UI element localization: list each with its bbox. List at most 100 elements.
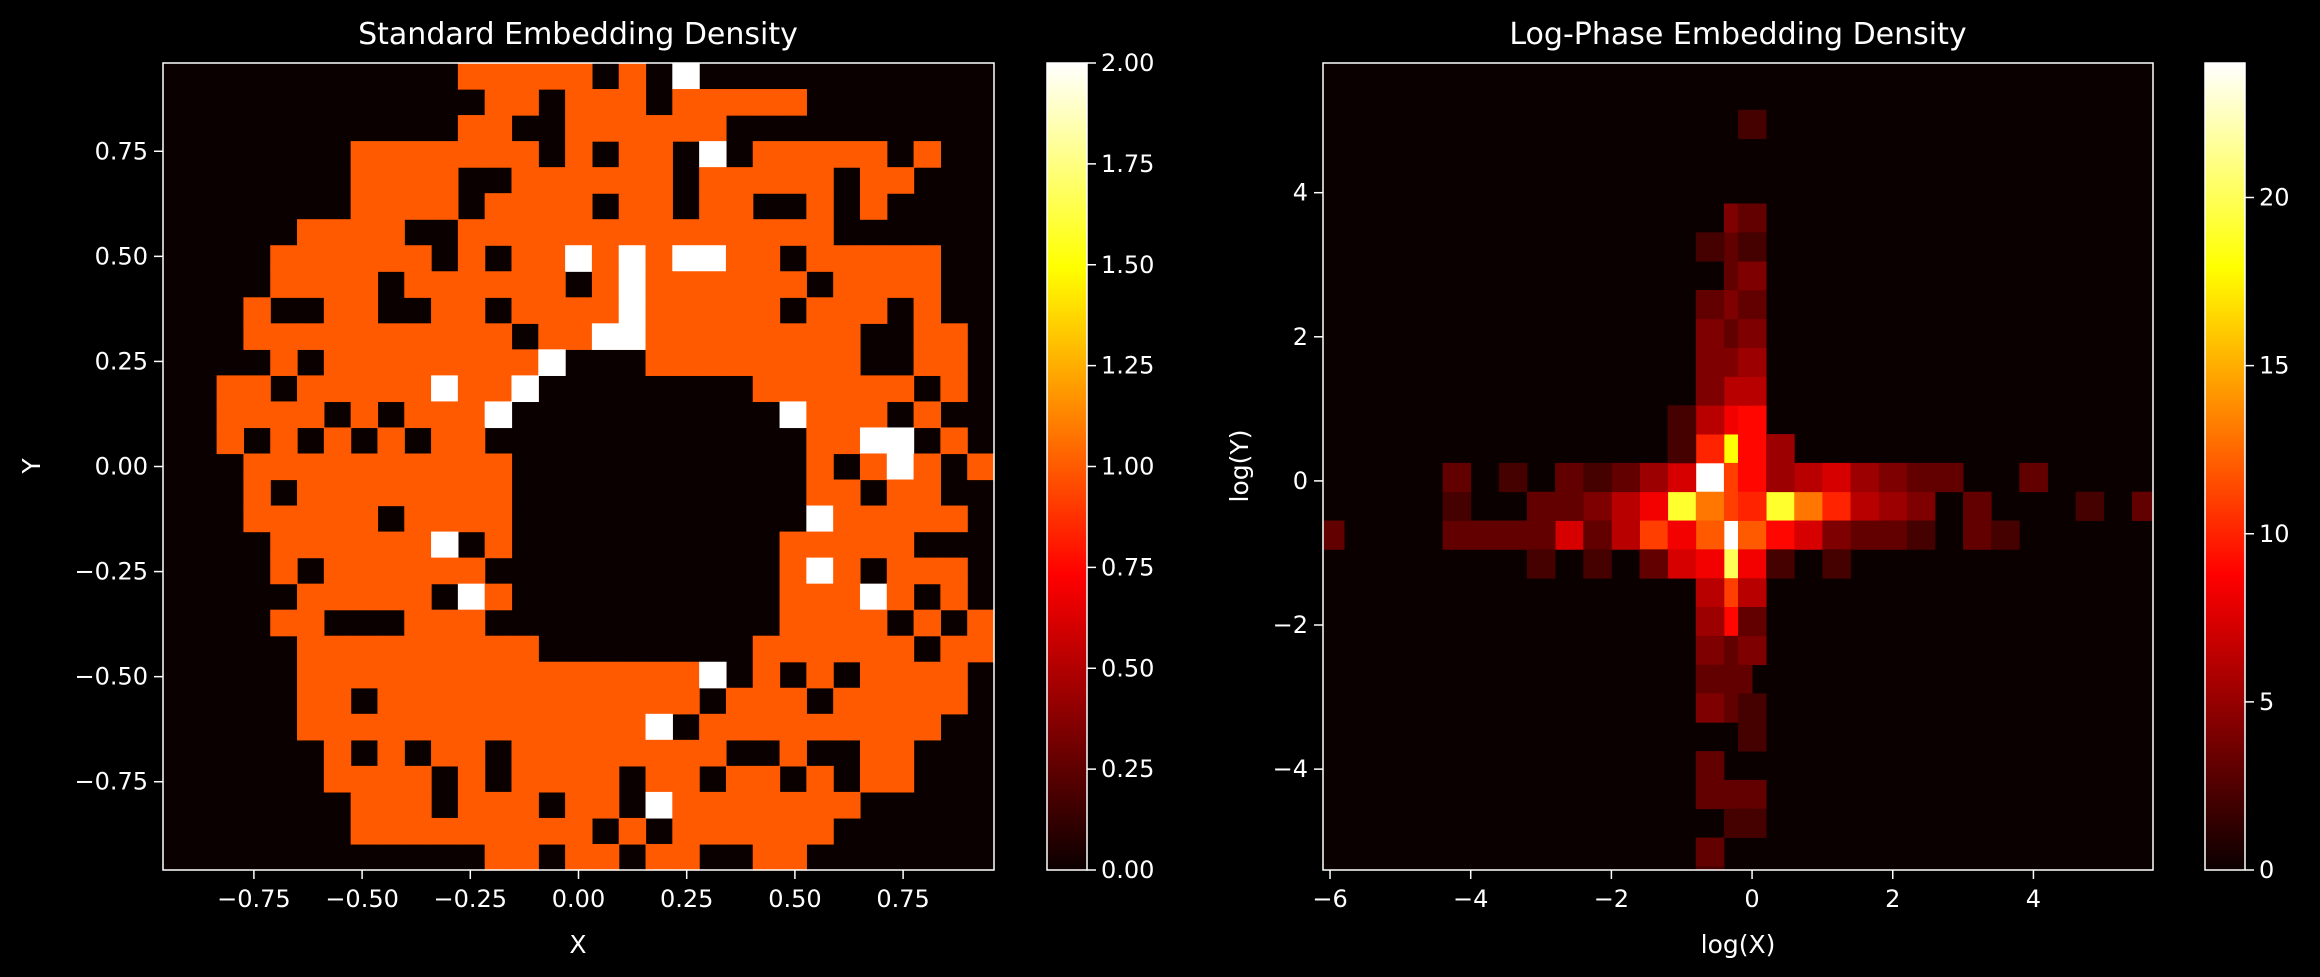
heatmap-cell xyxy=(538,817,566,845)
heatmap-cell xyxy=(1695,318,1725,349)
heatmap-cell xyxy=(404,271,432,298)
heatmap-cell xyxy=(672,297,700,324)
heatmap-cell xyxy=(297,219,325,246)
heatmap-cell xyxy=(725,193,754,220)
heatmap-cell xyxy=(1611,520,1640,550)
heatmap-cell xyxy=(484,843,513,871)
heatmap-cell xyxy=(2019,462,2048,493)
heatmap-cell xyxy=(806,401,834,429)
heatmap-cell xyxy=(484,141,513,168)
heatmap-cell xyxy=(431,141,459,168)
colorbar-tick-label: 20 xyxy=(2259,184,2290,212)
heatmap-cell xyxy=(431,505,459,533)
heatmap-cell xyxy=(752,219,781,246)
heatmap-cell xyxy=(323,219,352,246)
heatmap-cell xyxy=(913,349,941,376)
heatmap-cell xyxy=(752,323,781,350)
heatmap-cell xyxy=(565,167,593,194)
heatmap-cell xyxy=(752,713,781,741)
heatmap-cell xyxy=(833,687,861,715)
heatmap-cell xyxy=(645,739,673,767)
heatmap-cell xyxy=(297,713,325,741)
heatmap-cell xyxy=(1794,520,1823,550)
x-tick-label: 0.50 xyxy=(768,885,821,913)
heatmap-cell xyxy=(779,375,807,403)
heatmap-cell xyxy=(350,479,379,507)
colorbar-tick-label: 0.75 xyxy=(1101,553,1154,581)
heatmap-cell xyxy=(377,817,405,845)
heatmap-cell xyxy=(1442,520,1472,550)
heatmap-cell xyxy=(270,453,298,481)
heatmap-cell xyxy=(1906,491,1936,521)
heatmap-cell xyxy=(859,271,888,298)
heatmap-cell xyxy=(1667,520,1697,550)
heatmap-cell xyxy=(806,583,834,611)
heatmap-cell xyxy=(1583,491,1612,521)
heatmap-cell xyxy=(779,141,807,168)
heatmap-cell xyxy=(1555,462,1584,493)
heatmap-cell xyxy=(1695,347,1725,377)
heatmap-cell xyxy=(618,817,647,845)
heatmap-cell xyxy=(243,505,271,533)
heatmap-cell xyxy=(806,375,834,403)
heatmap-cell xyxy=(618,115,647,142)
heatmap-cell xyxy=(484,323,513,350)
heatmap-cell xyxy=(591,245,620,272)
heatmap-cell xyxy=(725,791,754,819)
heatmap-cell xyxy=(1323,520,1345,550)
heatmap-cell xyxy=(779,791,807,819)
heatmap-cell xyxy=(243,323,271,350)
heatmap-cell xyxy=(645,661,673,689)
colorbar-tick-label: 0.00 xyxy=(1101,856,1154,884)
heatmap-cell xyxy=(1526,520,1556,550)
heatmap-cell xyxy=(672,349,700,376)
heatmap-cell xyxy=(645,245,673,272)
heatmap-cell xyxy=(1822,462,1851,493)
heatmap-cell xyxy=(1766,520,1795,550)
heatmap-cell xyxy=(699,661,727,689)
heatmap-cell xyxy=(538,323,566,350)
heatmap-cell xyxy=(859,609,888,637)
heatmap-cell xyxy=(484,89,513,116)
heatmap-cell xyxy=(377,219,405,246)
heatmap-cell xyxy=(779,739,807,767)
heatmap-cell xyxy=(645,167,673,194)
heatmap-cell xyxy=(404,141,432,168)
heatmap-cell xyxy=(618,661,647,689)
heatmap-cell xyxy=(779,323,807,350)
heatmap-cell xyxy=(940,375,968,403)
heatmap-cell xyxy=(591,765,620,793)
heatmap-cell xyxy=(565,739,593,767)
heatmap-cell xyxy=(538,713,566,741)
heatmap-cell xyxy=(270,531,298,559)
colorbar-ticks: 0.00 0.25 0.50 0.75 1.00 1.25 1.50 1.75 2.00 xyxy=(1087,49,1154,884)
y-tick-label: 0.25 xyxy=(95,347,148,375)
heatmap-cell xyxy=(457,401,486,429)
heatmap-cells xyxy=(163,63,995,871)
heatmap-cell xyxy=(672,791,700,819)
heatmap-cell xyxy=(297,531,325,559)
heatmap-cell xyxy=(886,427,915,455)
heatmap-cell xyxy=(833,245,861,272)
heatmap-cell xyxy=(699,297,727,324)
heatmap-cell xyxy=(457,323,486,350)
heatmap-cell xyxy=(1667,462,1697,493)
heatmap-cell xyxy=(457,427,486,455)
heatmap-cell xyxy=(779,583,807,611)
heatmap-cell xyxy=(404,661,432,689)
heatmap-cell xyxy=(565,323,593,350)
heatmap-cell xyxy=(913,401,941,429)
heatmap-cell xyxy=(484,505,513,533)
heatmap-cell xyxy=(350,765,379,793)
heatmap-cell xyxy=(913,505,941,533)
heatmap-cell xyxy=(1738,347,1767,377)
heatmap-cell xyxy=(1695,837,1725,867)
heatmap-cell xyxy=(323,245,352,272)
heatmap-cell xyxy=(323,661,352,689)
heatmap-cell xyxy=(323,713,352,741)
heatmap-cell xyxy=(1695,520,1725,550)
y-axis-ticks: −0.75 −0.50 −0.25 0.00 0.25 0.50 0.75 xyxy=(74,137,163,796)
heatmap-cell xyxy=(672,245,700,272)
heatmap-cell xyxy=(645,687,673,715)
